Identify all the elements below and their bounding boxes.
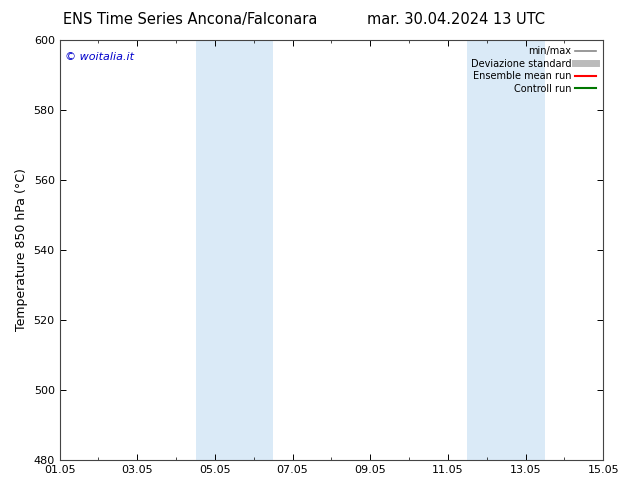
Y-axis label: Temperature 850 hPa (°C): Temperature 850 hPa (°C) <box>15 169 28 331</box>
Bar <box>467 40 545 460</box>
Text: © woitalia.it: © woitalia.it <box>65 52 134 62</box>
Text: mar. 30.04.2024 13 UTC: mar. 30.04.2024 13 UTC <box>368 12 545 27</box>
Legend: min/max, Deviazione standard, Ensemble mean run, Controll run: min/max, Deviazione standard, Ensemble m… <box>469 45 598 96</box>
Text: ENS Time Series Ancona/Falconara: ENS Time Series Ancona/Falconara <box>63 12 318 27</box>
Bar <box>195 40 273 460</box>
